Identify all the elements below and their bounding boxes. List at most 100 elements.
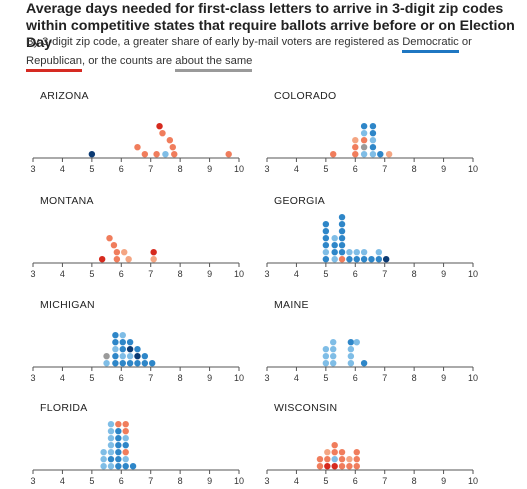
georgia-x-tick-label: 3 (264, 269, 269, 279)
florida-dot-dem-light (107, 442, 115, 449)
georgia-dot-dem (338, 235, 346, 242)
colorado-x-tick-label: 6 (353, 164, 358, 174)
colorado-x-tick-label: 8 (412, 164, 417, 174)
wisconsin-dot-rep (338, 449, 346, 456)
georgia-dot-dem-light (360, 249, 368, 256)
georgia-dot-dem-light (353, 249, 360, 256)
michigan-dot-dem (112, 353, 119, 360)
florida-dot-dem (115, 449, 122, 456)
michigan-dot-dem (141, 360, 149, 367)
georgia-dot-dem (338, 221, 346, 228)
maine-dot-dem-light (347, 360, 355, 367)
subtitle-text: , or the counts are (81, 55, 176, 67)
arizona-x-tick-label: 10 (234, 164, 244, 174)
georgia-x-tick-label: 9 (441, 269, 446, 279)
michigan-dot-dem (126, 339, 134, 346)
chart-subtitle: By 3-digit zip code, a greater share of … (26, 34, 521, 72)
arizona-dot-dem-light (162, 151, 169, 158)
colorado-x-tick-label: 3 (264, 164, 269, 174)
colorado-dot-same (360, 144, 368, 151)
florida-x-tick-label: 6 (119, 476, 124, 486)
georgia-x-tick-label: 4 (294, 269, 299, 279)
wisconsin-dot-rep (353, 456, 360, 463)
arizona-dot-rep (171, 151, 178, 158)
maine-x-tick-label: 9 (441, 373, 446, 383)
arizona-dot-rep (134, 144, 141, 151)
florida-dot-dem-light (122, 456, 129, 463)
arizona-x-tick-label: 9 (207, 164, 212, 174)
georgia-panel-title: GEORGIA (274, 195, 325, 207)
colorado-dot-rep-light (352, 137, 359, 144)
maine-x-tick-label: 5 (323, 373, 328, 383)
arizona-dot-rep (153, 151, 160, 158)
colorado-dot-dem-light (360, 130, 368, 137)
colorado-dot-rep-light (385, 151, 393, 158)
georgia-x-tick-label: 8 (412, 269, 417, 279)
florida-dot-dem (122, 442, 129, 449)
colorado-panel-title: COLORADO (274, 90, 337, 102)
wisconsin-x-tick-label: 5 (323, 476, 328, 486)
maine-dot-dem-light (353, 339, 360, 346)
montana-dot-rep (110, 242, 118, 249)
florida-dot-dem (115, 435, 122, 442)
georgia-dot-dem (322, 221, 330, 228)
florida-x-tick-label: 10 (234, 476, 244, 486)
georgia-dot-rep (338, 256, 346, 263)
florida-dot-dem-light (107, 421, 115, 428)
georgia-dot-dem-light (375, 249, 383, 256)
montana-x-tick-label: 4 (60, 269, 65, 279)
maine-x-tick-label: 3 (264, 373, 269, 383)
georgia-dot-dem-light (331, 256, 338, 263)
colorado-dot-rep (352, 151, 359, 158)
arizona-dot-rep (159, 130, 166, 137)
montana-dot-rep-light (150, 256, 157, 263)
florida-x-tick-label: 5 (89, 476, 94, 486)
michigan-x-tick-label: 8 (178, 373, 183, 383)
michigan-dot-dem-light (126, 353, 134, 360)
wisconsin-dot-rep (316, 456, 324, 463)
florida-dot-dem (115, 442, 122, 449)
colorado-dot-dem (369, 130, 377, 137)
wisconsin-dot-rep (338, 463, 346, 470)
colorado-x-tick-label: 9 (441, 164, 446, 174)
georgia-dot-dem (375, 256, 383, 263)
wisconsin-panel-title: WISCONSIN (274, 402, 337, 414)
wisconsin-dot-rep (353, 463, 360, 470)
florida-dot-dem-light (107, 435, 115, 442)
colorado-dot-dem-light (369, 151, 377, 158)
wisconsin-dot-rep-strong (324, 463, 331, 470)
georgia-dot-dem (338, 214, 346, 221)
georgia-dot-dem (322, 256, 330, 263)
florida-x-tick-label: 8 (178, 476, 183, 486)
colorado-dot-dem (369, 123, 377, 130)
wisconsin-x-tick-label: 4 (294, 476, 299, 486)
maine-x-tick-label: 4 (294, 373, 299, 383)
colorado-dot-dem (377, 151, 384, 158)
legend-about-the-same: about the same (175, 53, 253, 72)
montana-x-tick-label: 8 (178, 269, 183, 279)
georgia-dot-dem (368, 256, 375, 263)
georgia-x-tick-label: 6 (353, 269, 358, 279)
wisconsin-dot-rep-light (324, 449, 331, 456)
georgia-dot-dem (353, 256, 360, 263)
maine-dot-dem-light (322, 353, 330, 360)
arizona-dot-rep (141, 151, 149, 158)
florida-dot-dem-light (107, 463, 115, 470)
colorado-x-tick-label: 4 (294, 164, 299, 174)
florida-dot-dem-light (100, 463, 107, 470)
wisconsin-x-tick-label: 6 (353, 476, 358, 486)
michigan-dot-dem (141, 353, 149, 360)
maine-dot-dem-light (322, 360, 330, 367)
michigan-dot-dem-light (119, 332, 126, 339)
michigan-dot-dem (112, 339, 119, 346)
florida-dot-dem (107, 456, 115, 463)
montana-x-tick-label: 5 (89, 269, 94, 279)
maine-panel-title: MAINE (274, 299, 309, 311)
colorado-x-tick-label: 7 (382, 164, 387, 174)
florida-x-tick-label: 3 (30, 476, 35, 486)
arizona-x-tick-label: 6 (119, 164, 124, 174)
georgia-dot-dem (346, 256, 353, 263)
georgia-dot-dem (331, 242, 338, 249)
georgia-x-tick-label: 7 (382, 269, 387, 279)
